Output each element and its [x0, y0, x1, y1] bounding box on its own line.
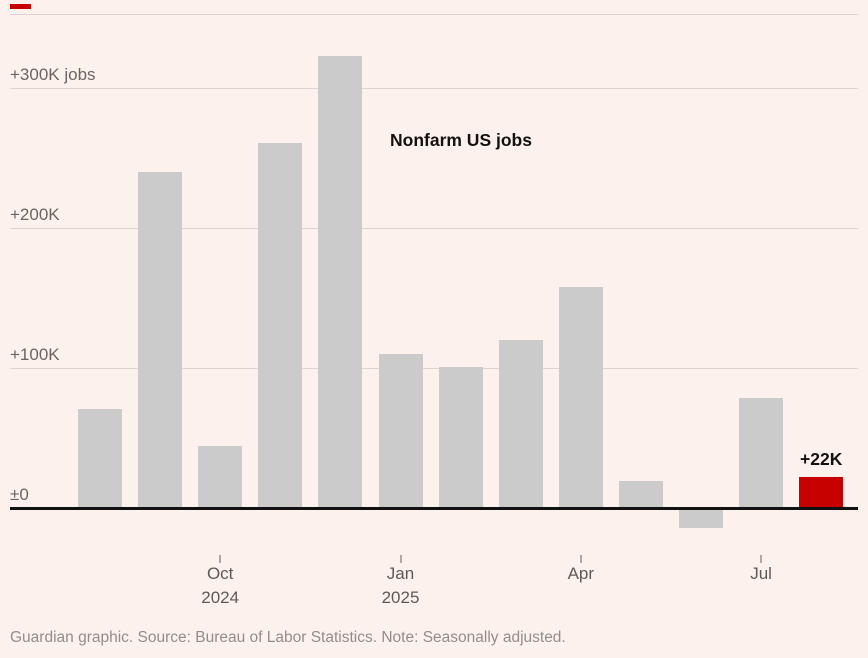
bar-oct-2024 — [198, 446, 243, 508]
bar-jan-2025 — [378, 354, 423, 508]
y-axis-label-300k: +300K jobs — [10, 65, 96, 85]
zero-baseline — [10, 507, 858, 510]
x-label-oct: Oct — [206, 564, 234, 583]
x-tick-oct — [219, 555, 222, 563]
x-tick-apr — [579, 555, 582, 563]
x-tick-jul — [760, 555, 763, 563]
y-axis-label-0k: ±0 — [10, 485, 29, 504]
y-axis-label-200k: +200K — [10, 205, 60, 225]
bar-sep-2024 — [138, 172, 183, 508]
top-rule — [10, 14, 858, 15]
bar-aug-2024 — [78, 408, 122, 508]
bar-apr-2025 — [558, 287, 603, 508]
bar-mar-2025 — [498, 340, 543, 508]
bar-jun-2025 — [679, 510, 723, 529]
x-label-jul: Jul — [750, 564, 772, 583]
highlight-value-label: +22K — [800, 449, 843, 470]
bar-dec-2024 — [318, 56, 363, 508]
x-sublabel-2024: 2024 — [201, 588, 240, 607]
x-sublabel-2025: 2025 — [381, 588, 420, 607]
x-label-apr: Apr — [567, 564, 595, 583]
x-tick-jan — [399, 555, 402, 563]
gridline-100k — [10, 368, 858, 370]
gridline-300k — [10, 88, 858, 90]
bar-nov-2024 — [258, 142, 303, 508]
y-axis-label-100k: +100K — [10, 345, 60, 365]
chart-title: Nonfarm US jobs — [390, 130, 532, 150]
bar-jul-2025 — [739, 397, 784, 508]
bar-aug-2025 — [799, 477, 844, 508]
gridline-200k — [10, 228, 858, 230]
bar-may-2025 — [618, 481, 663, 508]
red-accent-dash — [10, 4, 31, 9]
bar-feb-2025 — [438, 366, 483, 508]
source-caption: Guardian graphic. Source: Bureau of Labo… — [10, 629, 566, 646]
x-label-jan: Jan — [386, 564, 415, 583]
